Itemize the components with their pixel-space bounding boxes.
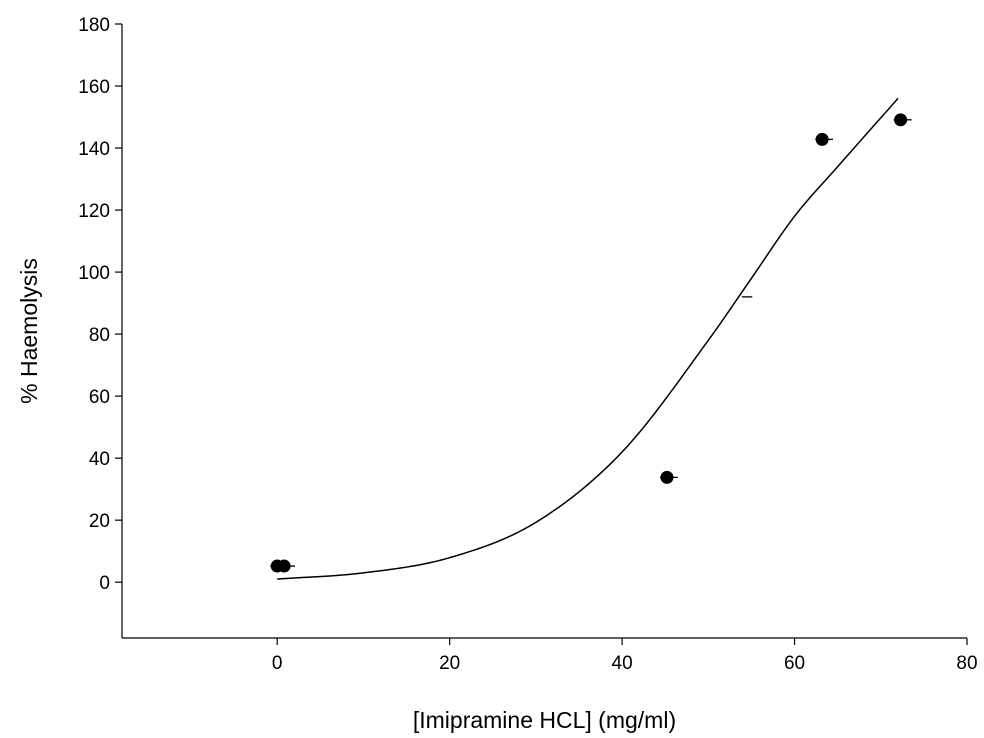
y-tick-label: 100 [78, 263, 110, 284]
x-tick-label: 20 [439, 653, 460, 674]
x-ticks: 0 20 40 60 80 [272, 638, 978, 674]
y-tick-label: 60 [89, 387, 110, 408]
y-tick-label: 80 [89, 325, 110, 346]
fit-curve [277, 97, 899, 580]
y-tick-label: 160 [78, 77, 110, 98]
x-tick-label: 60 [784, 653, 805, 674]
x-tick-label: 80 [956, 653, 977, 674]
y-tick-label: 20 [89, 511, 110, 532]
y-tick-label: 140 [78, 139, 110, 160]
y-ticks: 0 20 40 60 80 100 120 140 160 180 [78, 15, 122, 594]
x-tick-label: 40 [612, 653, 633, 674]
data-points [270, 113, 912, 573]
x-tick-label: 0 [272, 653, 283, 674]
plot-area: 0 20 40 60 80 0 20 40 60 80 100 120 140 160 180 [78, 15, 977, 674]
data-point [660, 470, 674, 484]
y-tick-label: 40 [89, 449, 110, 470]
data-point [894, 113, 908, 127]
y-tick-label: 120 [78, 201, 110, 222]
y-tick-label: 0 [99, 573, 110, 594]
y-axis-label: % Haemolysis [16, 258, 42, 404]
x-axis-label: [Imipramine HCL] (mg/ml) [413, 707, 676, 733]
y-tick-label: 180 [78, 15, 110, 36]
data-point [815, 132, 829, 146]
data-point [277, 559, 291, 573]
